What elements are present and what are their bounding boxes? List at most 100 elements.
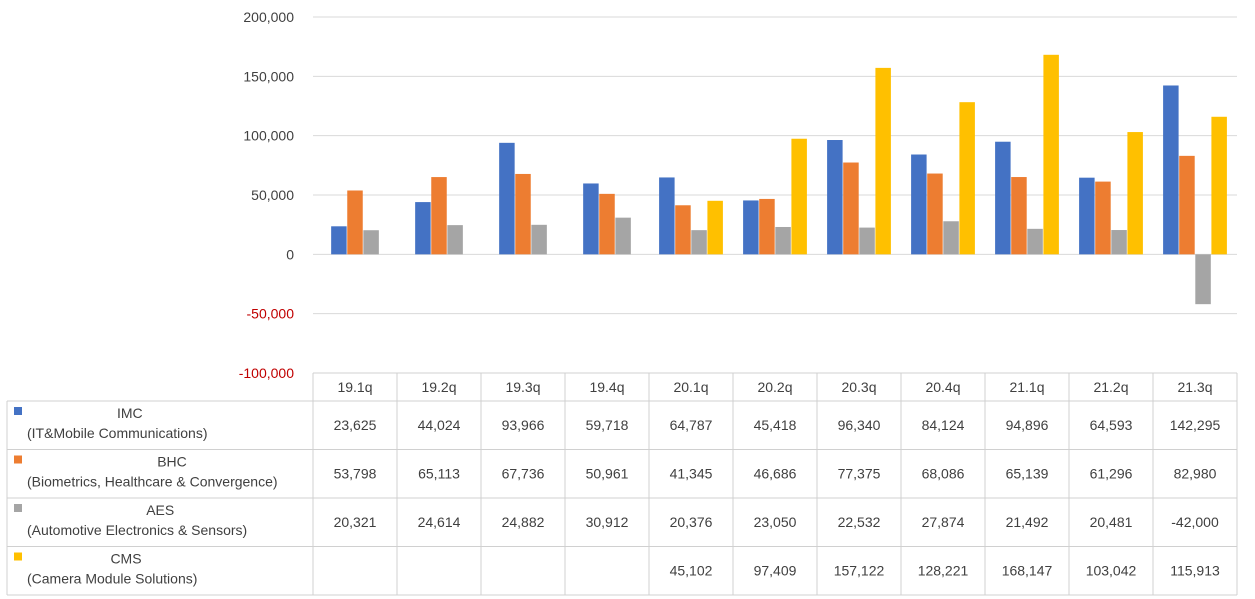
data-value-label: 20,481 (1090, 514, 1133, 530)
bar-bhc (431, 177, 447, 255)
bar-aes (447, 225, 463, 255)
data-value-label: 65,139 (1006, 466, 1049, 482)
bar-bhc (1095, 181, 1111, 255)
data-value-label: 84,124 (922, 417, 965, 433)
series-name: AES (146, 502, 174, 518)
y-tick-label: -100,000 (239, 365, 294, 381)
bar-bhc (515, 173, 531, 255)
data-value-label: 24,614 (418, 514, 461, 530)
data-value-label: 23,050 (754, 514, 797, 530)
bar-imc (995, 141, 1011, 255)
data-value-label: 22,532 (838, 514, 881, 530)
bar-aes (775, 226, 791, 255)
bar-imc (415, 202, 431, 255)
legend-key-bhc (14, 455, 22, 464)
x-category-label: 19.2q (421, 379, 456, 395)
x-category-label: 21.1q (1009, 379, 1044, 395)
y-tick-label: 0 (286, 246, 294, 262)
data-value-label: 97,409 (754, 563, 797, 579)
series-description: (Biometrics, Healthcare & Convergence) (27, 474, 278, 490)
x-category-label: 19.3q (505, 379, 540, 395)
bar-bhc (1179, 155, 1195, 255)
bar-cms (1211, 116, 1227, 255)
y-tick-label: 50,000 (251, 187, 294, 203)
data-value-label: 24,882 (502, 514, 545, 530)
y-tick-label: 100,000 (243, 128, 294, 144)
bar-aes (615, 217, 631, 255)
bar-imc (743, 200, 759, 255)
data-value-label: 128,221 (918, 563, 969, 579)
bar-cms (1043, 54, 1059, 255)
data-value-label: 21,492 (1006, 514, 1049, 530)
x-category-label: 21.3q (1177, 379, 1212, 395)
bar-aes (1027, 228, 1043, 255)
data-value-label: 82,980 (1174, 466, 1217, 482)
x-category-label: 21.2q (1093, 379, 1128, 395)
bar-imc (911, 154, 927, 255)
data-value-label: 96,340 (838, 417, 881, 433)
bar-aes (363, 230, 379, 255)
data-value-label: -42,000 (1171, 514, 1219, 530)
bar-imc (659, 177, 675, 255)
x-category-label: 19.1q (337, 379, 372, 395)
series-description: (Camera Module Solutions) (27, 571, 197, 587)
y-tick-label: 150,000 (243, 68, 294, 84)
data-table: 19.1q 19.2q 19.3q 19.4q 20.1q 20.2q 20.3q 20.4q… (6, 372, 1238, 596)
data-value-label: 142,295 (1170, 417, 1221, 433)
y-tick-label: 200,000 (243, 9, 294, 25)
data-value-label: 65,113 (418, 466, 460, 482)
gridlines (313, 16, 1237, 315)
bar-imc (827, 140, 843, 255)
data-value-label: 157,122 (834, 563, 885, 579)
x-category-label: 20.4q (925, 379, 960, 395)
data-value-label: 44,024 (418, 417, 461, 433)
data-value-label: 30,912 (586, 514, 629, 530)
data-value-label: 23,625 (334, 417, 377, 433)
legend-key-cms (14, 552, 22, 561)
data-value-label: 67,736 (502, 466, 545, 482)
series-description: (Automotive Electronics & Sensors) (27, 522, 247, 538)
bar-aes (859, 227, 875, 255)
data-value-label: 64,787 (670, 417, 713, 433)
bar-aes (691, 230, 707, 255)
bar-cms (959, 102, 975, 255)
bar-aes (531, 224, 547, 255)
bar-aes (943, 221, 959, 255)
bar-cms (707, 200, 723, 255)
bar-cms (1127, 132, 1143, 255)
data-value-label: 103,042 (1086, 563, 1137, 579)
bar-bhc (843, 162, 859, 255)
x-category-label: 20.1q (673, 379, 708, 395)
bar-imc (1163, 85, 1179, 255)
data-value-label: 64,593 (1090, 417, 1133, 433)
data-value-label: 94,896 (1006, 417, 1049, 433)
bar-bhc (759, 198, 775, 255)
data-value-label: 46,686 (754, 466, 797, 482)
data-value-label: 61,296 (1090, 466, 1133, 482)
series-description: (IT&Mobile Communications) (27, 425, 208, 441)
x-category-label: 20.3q (841, 379, 876, 395)
data-value-label: 20,376 (670, 514, 713, 530)
bars (331, 54, 1227, 305)
data-value-label: 168,147 (1002, 563, 1053, 579)
bar-imc (499, 142, 515, 255)
bar-bhc (675, 205, 691, 255)
data-value-label: 93,966 (502, 417, 545, 433)
bar-aes (1111, 230, 1127, 255)
series-name: BHC (157, 454, 187, 470)
data-value-label: 115,913 (1170, 563, 1220, 579)
bar-imc (331, 226, 347, 255)
legend-key-imc (14, 407, 22, 415)
bar-cms (875, 67, 891, 255)
bar-bhc (599, 193, 615, 255)
data-value-label: 53,798 (334, 466, 377, 482)
data-value-label: 41,345 (670, 466, 713, 482)
y-axis-ticks: 200,000 150,000 100,000 50,000 0 -50,000 -100,… (239, 9, 294, 381)
bar-cms (791, 138, 807, 255)
y-tick-label: -50,000 (247, 306, 295, 322)
data-value-label: 50,961 (586, 466, 629, 482)
data-value-label: 77,375 (838, 466, 881, 482)
legend-key-aes (14, 504, 22, 512)
bar-aes (1195, 254, 1211, 305)
